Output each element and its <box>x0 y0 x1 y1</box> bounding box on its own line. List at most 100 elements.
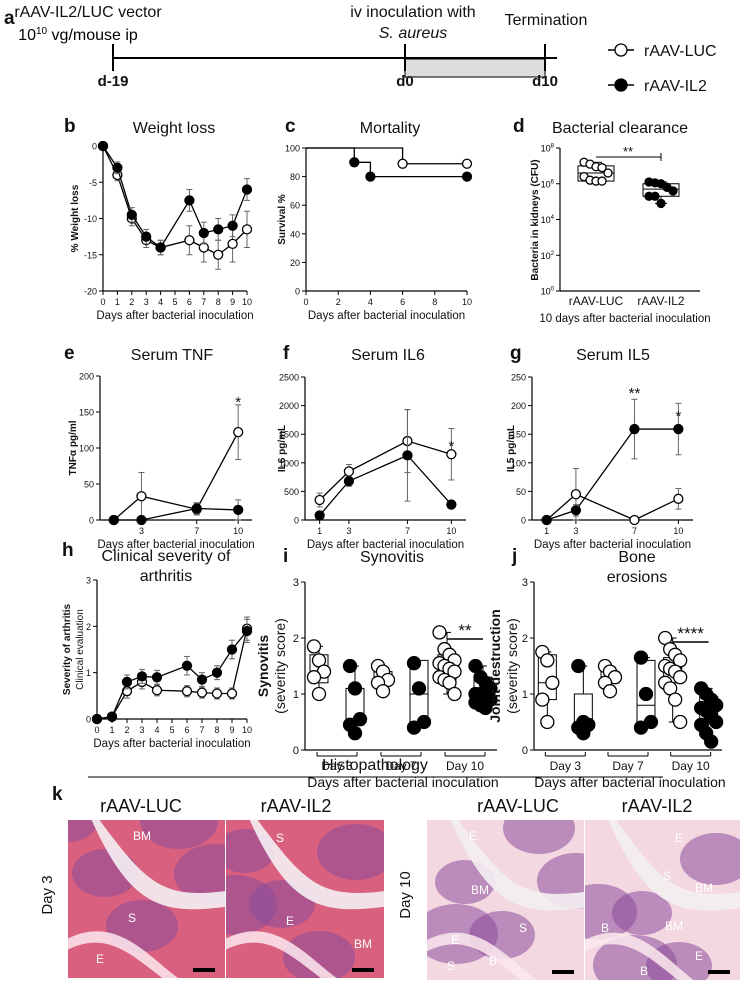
data-point-filled <box>629 423 640 435</box>
micrograph: BM S E <box>68 820 225 978</box>
data-point-open <box>233 427 244 438</box>
x-axis-label: Days after bacterial inoculation <box>307 539 464 551</box>
x-tick-label: 7 <box>201 297 206 307</box>
tissue-label: E <box>469 829 477 843</box>
tissue-label: BM <box>354 937 372 951</box>
data-point-filled <box>673 423 684 435</box>
x-axis-label: Days after bacterial inoculation <box>534 539 691 551</box>
y-tick-label: 2 <box>522 633 528 645</box>
chart-title: Weight loss <box>133 120 215 137</box>
data-point-open <box>306 670 322 685</box>
x-tick-label: 0 <box>94 725 99 735</box>
y-tick-label: 0 <box>294 516 299 526</box>
y-tick-label: 500 <box>284 487 299 497</box>
cartilage-band <box>427 932 537 980</box>
tissue-label: B <box>489 954 497 968</box>
x-tick-label: 6 <box>184 725 189 735</box>
data-point-open <box>213 249 224 260</box>
y-axis-label: Severity of arthritis <box>62 603 73 695</box>
x-axis-label: Days after bacterial inoculation <box>93 738 250 750</box>
tissue-label: BM <box>471 883 489 897</box>
data-point-filled <box>570 505 582 516</box>
data-point-open <box>545 675 560 690</box>
data-point-open <box>432 625 447 640</box>
data-point-open <box>397 158 408 169</box>
series-line <box>546 493 679 521</box>
x-tick-label: 2 <box>129 297 134 307</box>
data-point-filled <box>226 644 238 655</box>
scale-bar <box>352 968 374 972</box>
x-tick-label: 0 <box>303 297 308 307</box>
data-point-open <box>184 235 195 246</box>
x-tick-label: 3 <box>139 725 144 735</box>
legend-label: rAAV-LUC <box>644 43 717 60</box>
y-tick-label: 0 <box>295 287 300 297</box>
cellular-region <box>226 875 277 935</box>
y-tick-label: 1500 <box>279 430 299 440</box>
data-point-open <box>540 714 555 730</box>
panel-letter-k: k <box>52 784 63 805</box>
y-axis-label-line2: (severity score) <box>272 618 288 714</box>
timeline-panel: a rAAV-IL2/LUC vector 1010 vg/mouse ip iv i… <box>4 4 717 95</box>
x-tick-label: 6 <box>187 297 192 307</box>
x-tick-label: 3 <box>573 526 578 536</box>
y-tick-label: 2500 <box>279 373 299 383</box>
y-tick-label: 108 <box>541 144 555 154</box>
y-tick-label: 200 <box>511 401 526 411</box>
group-label: Day 3 <box>550 759 582 773</box>
chart-j: j Bone erosions 0 1 2 3 Day 3 Day 7 Day 10 **** Day… <box>487 546 726 790</box>
cartilage-band <box>585 932 694 980</box>
y-axis-label-line2: (severity score) <box>504 618 520 714</box>
micrograph: E S BM B BM E B <box>585 820 740 980</box>
timeline-vector-label: rAAV-IL2/LUC vector <box>14 4 162 21</box>
data-point-open <box>629 514 640 526</box>
treatment-period-bar <box>404 58 546 78</box>
data-point-filled <box>402 450 413 461</box>
x-tick-label: 10 <box>233 526 243 536</box>
x-tick-label: 8 <box>216 297 221 307</box>
y-tick-label: 2 <box>86 622 91 632</box>
y-tick-label: 50 <box>84 480 94 490</box>
data-point-open <box>306 639 322 654</box>
y-tick-label: 100 <box>79 444 94 454</box>
chart-g: g Serum IL5 0 50 100 150 200 250 1 3 7 10 Days after… <box>506 343 693 551</box>
data-point-open <box>226 688 238 699</box>
histology-image-day10-il2: E S BM B BM E B <box>585 820 740 980</box>
y-tick-label: 100 <box>511 458 526 468</box>
cellular-region <box>174 844 225 904</box>
y-tick-label: 104 <box>541 215 555 225</box>
significance-label: ** <box>629 385 641 402</box>
y-tick-label: 1 <box>293 689 299 701</box>
panel-letter-d: d <box>513 116 525 137</box>
data-point-open <box>603 168 613 178</box>
series-line <box>319 454 452 516</box>
chart-title: Serum TNF <box>131 347 214 364</box>
cellular-region <box>283 931 355 978</box>
data-point-open <box>446 449 457 460</box>
y-axis-label: Joint destruction <box>487 609 503 723</box>
y-tick-label: -15 <box>84 250 97 260</box>
x-tick-label: 7 <box>199 725 204 735</box>
timeline-inoculation-label: iv inoculation with <box>350 4 475 21</box>
data-point-open <box>151 685 163 696</box>
data-point-filled <box>650 191 660 201</box>
data-point-filled <box>406 720 422 735</box>
x-tick-label: 10 <box>446 526 456 536</box>
group-label: Day 10 <box>672 759 710 773</box>
panel-letter-j: j <box>511 546 517 567</box>
x-tick-label: 1 <box>109 725 114 735</box>
y-tick-label: 250 <box>511 373 526 383</box>
x-tick-label: 2 <box>124 725 129 735</box>
data-point-open <box>673 493 684 504</box>
x-tick-label: 9 <box>229 725 234 735</box>
joint-space <box>91 820 225 910</box>
y-tick-label: 1 <box>86 668 91 678</box>
histology-image-title: rAAV-IL2 <box>261 796 332 816</box>
data-point-filled <box>365 171 376 182</box>
data-point-open <box>241 224 253 235</box>
y-axis-label: Bacteria in kidneys (CFU) <box>530 159 541 280</box>
data-point-filled <box>112 162 123 173</box>
significance-label: ** <box>458 621 472 640</box>
y-tick-label: 40 <box>290 229 300 239</box>
